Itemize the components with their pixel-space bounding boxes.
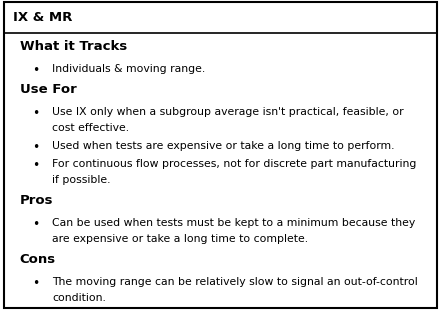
Text: are expensive or take a long time to complete.: are expensive or take a long time to com… (52, 234, 308, 244)
FancyBboxPatch shape (4, 2, 437, 308)
Text: Cons: Cons (20, 253, 56, 266)
Text: Can be used when tests must be kept to a minimum because they: Can be used when tests must be kept to a… (52, 218, 415, 228)
Text: IX & MR: IX & MR (13, 11, 73, 24)
Text: •: • (33, 141, 40, 154)
Text: What it Tracks: What it Tracks (20, 40, 127, 53)
Text: Used when tests are expensive or take a long time to perform.: Used when tests are expensive or take a … (52, 141, 395, 151)
Text: Pros: Pros (20, 194, 53, 207)
Text: Use IX only when a subgroup average isn't practical, feasible, or: Use IX only when a subgroup average isn'… (52, 107, 404, 117)
Text: •: • (33, 277, 40, 290)
Text: if possible.: if possible. (52, 175, 111, 185)
Text: Use For: Use For (20, 83, 77, 96)
Text: cost effective.: cost effective. (52, 123, 129, 133)
Text: •: • (33, 159, 40, 172)
Text: •: • (33, 64, 40, 77)
Text: condition.: condition. (52, 293, 106, 303)
Text: •: • (33, 107, 40, 120)
Text: For continuous flow processes, not for discrete part manufacturing: For continuous flow processes, not for d… (52, 159, 416, 169)
Text: Individuals & moving range.: Individuals & moving range. (52, 64, 206, 74)
Text: The moving range can be relatively slow to signal an out-of-control: The moving range can be relatively slow … (52, 277, 418, 286)
Text: •: • (33, 218, 40, 231)
